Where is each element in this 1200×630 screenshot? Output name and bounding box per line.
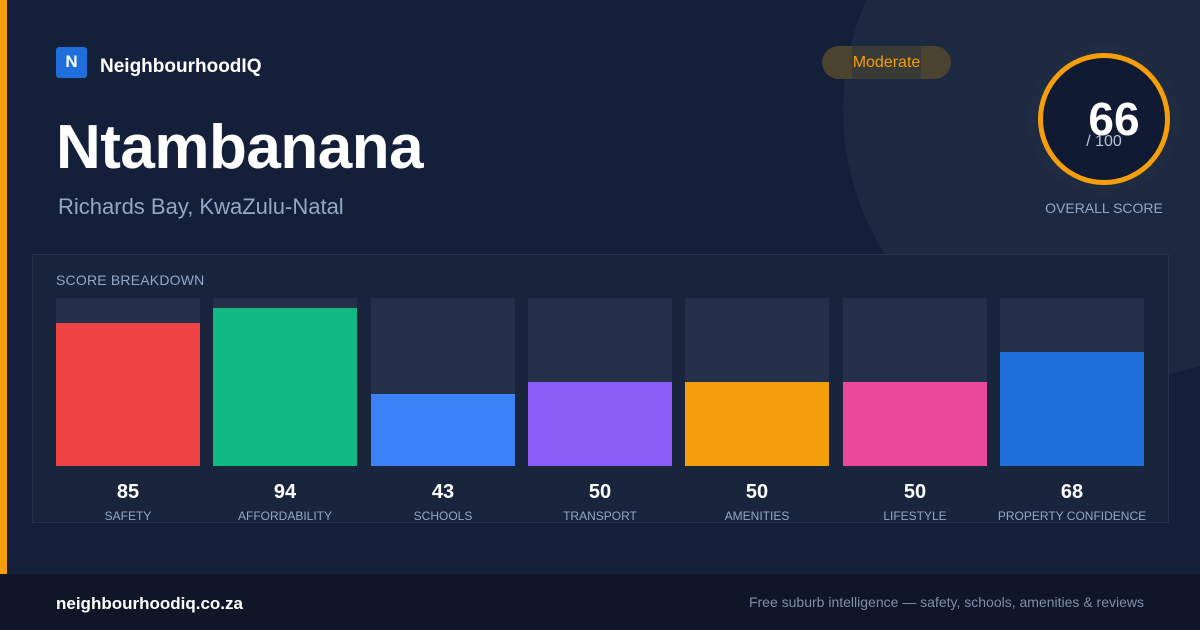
overall-score-ring: 66 / 100 [1028, 43, 1180, 195]
breakdown-column-affordability: 94 AFFORDABILITY [213, 298, 357, 528]
brand-logo-icon: N [56, 46, 87, 78]
bar-track [528, 298, 672, 466]
share-card: N NeighbourhoodIQ Ntambanana Richards Ba… [0, 0, 1180, 574]
score-ring-progress: 66 [1038, 53, 1170, 185]
bar-track [1000, 298, 1144, 466]
bar-value: 94 [273, 481, 297, 503]
bar-value: 43 [431, 481, 455, 503]
bar-value: 50 [588, 481, 612, 503]
brand: N NeighbourhoodIQ [56, 46, 261, 78]
breakdown-column-transport: 50 TRANSPORT [528, 298, 672, 528]
footer-domain: neighbourhoodiq.co.za [56, 594, 243, 613]
rating-label: Moderate [852, 53, 921, 71]
breakdown-bars: 85 SAFETY 94 AFFORDABILITY 43 SCHOOLS 50 TRANSP… [56, 298, 1146, 528]
bar-label: AMENITIES [724, 509, 790, 523]
badge-cap-right [921, 46, 951, 79]
bar-value: 50 [745, 481, 769, 503]
breakdown-column-lifestyle: 50 LIFESTYLE [843, 298, 987, 528]
bar-label: AFFORDABILITY [237, 509, 332, 523]
brand-name: NeighbourhoodIQ [100, 56, 262, 77]
bar-fill [371, 394, 515, 466]
score-breakdown-panel: SCORE BREAKDOWN 85 SAFETY 94 AFFORDABILITY 4… [32, 254, 1169, 523]
bar-label: LIFESTYLE [883, 509, 947, 523]
overall-score-value: 66 [1088, 93, 1140, 145]
bar-value: 85 [116, 481, 140, 503]
bar-fill [685, 382, 829, 466]
overall-score-max: / 100 [1086, 133, 1122, 150]
bar-fill [56, 323, 200, 466]
bar-track [56, 298, 200, 466]
bar-fill [1000, 352, 1144, 466]
overall-score-label: OVERALL SCORE [1045, 200, 1163, 216]
accent-strip [0, 0, 7, 574]
bar-label: PROPERTY CONFIDENCE [997, 509, 1147, 523]
breakdown-column-amenities: 50 AMENITIES [685, 298, 829, 528]
bar-value: 50 [903, 481, 927, 503]
footer-tagline: Free suburb intelligence — safety, schoo… [748, 594, 1144, 610]
breakdown-column-safety: 85 SAFETY [56, 298, 200, 528]
bar-fill [528, 382, 672, 466]
suburb-location: Richards Bay, KwaZulu-Natal [58, 194, 344, 219]
rating-badge: Moderate [822, 46, 951, 79]
bar-label: TRANSPORT [563, 509, 637, 523]
bar-fill [213, 308, 357, 466]
bar-track [213, 298, 357, 466]
bar-value: 68 [1060, 481, 1084, 503]
bar-label: SAFETY [104, 509, 152, 523]
breakdown-title: SCORE BREAKDOWN [56, 272, 205, 288]
bar-label: SCHOOLS [413, 509, 473, 523]
bar-track [685, 298, 829, 466]
badge-cap-left [822, 46, 852, 79]
breakdown-column-schools: 43 SCHOOLS [371, 298, 515, 528]
suburb-title: Ntambanana [56, 113, 424, 182]
footer: neighbourhoodiq.co.za Free suburb intell… [0, 574, 1200, 630]
breakdown-column-property-confidence: 68 PROPERTY CONFIDENCE [998, 298, 1146, 528]
bar-track [371, 298, 515, 466]
bar-track [843, 298, 987, 466]
bar-fill [843, 382, 987, 466]
